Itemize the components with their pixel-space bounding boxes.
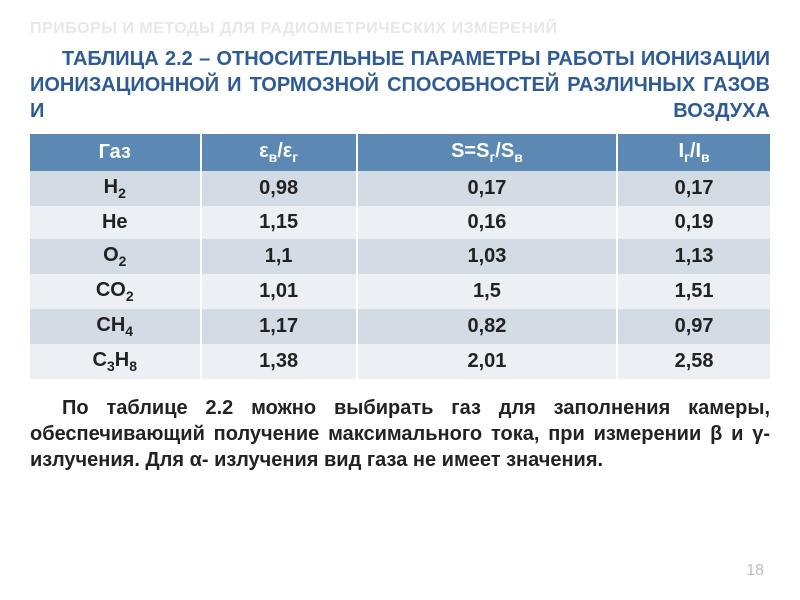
cell-eps: 0,98	[201, 171, 357, 206]
cell-gas: He	[30, 206, 201, 239]
table-row: H20,980,170,17	[30, 171, 770, 206]
cell-eps: 1,1	[201, 239, 357, 274]
cell-i: 1,13	[617, 239, 770, 274]
cell-gas: O2	[30, 239, 201, 274]
col-header-gas: Газ	[30, 134, 201, 171]
table-header-row: Газ εв/εг S=Sг/Sв Iг/Iв	[30, 134, 770, 171]
page-number: 18	[746, 562, 764, 580]
col-header-eps: εв/εг	[201, 134, 357, 171]
cell-s: 0,82	[357, 309, 617, 344]
watermark-text: ПРИБОРЫ И МЕТОДЫ ДЛЯ РАДИОМЕТРИЧЕСКИХ ИЗ…	[30, 20, 770, 38]
cell-gas: C3H8	[30, 344, 201, 379]
body-paragraph: По таблице 2.2 можно выбирать газ для за…	[30, 395, 770, 473]
table-row: CO21,011,51,51	[30, 274, 770, 309]
table-title: ТАБЛИЦА 2.2 – ОТНОСИТЕЛЬНЫЕ ПАРАМЕТРЫ РА…	[30, 46, 770, 124]
cell-i: 0,19	[617, 206, 770, 239]
cell-i: 1,51	[617, 274, 770, 309]
table-title-text: ТАБЛИЦА 2.2 – ОТНОСИТЕЛЬНЫЕ ПАРАМЕТРЫ РА…	[30, 48, 770, 122]
table-row: O21,11,031,13	[30, 239, 770, 274]
cell-eps: 1,17	[201, 309, 357, 344]
cell-eps: 1,15	[201, 206, 357, 239]
cell-s: 2,01	[357, 344, 617, 379]
table-body: H20,980,170,17He1,150,160,19O21,11,031,1…	[30, 171, 770, 379]
table-row: C3H81,382,012,58	[30, 344, 770, 379]
body-paragraph-text: По таблице 2.2 можно выбирать газ для за…	[30, 397, 770, 471]
cell-gas: CO2	[30, 274, 201, 309]
cell-s: 0,16	[357, 206, 617, 239]
data-table: Газ εв/εг S=Sг/Sв Iг/Iв H20,980,170,17He…	[30, 134, 770, 379]
table-row: He1,150,160,19	[30, 206, 770, 239]
cell-eps: 1,01	[201, 274, 357, 309]
cell-i: 0,97	[617, 309, 770, 344]
col-header-s: S=Sг/Sв	[357, 134, 617, 171]
cell-s: 1,5	[357, 274, 617, 309]
cell-gas: H2	[30, 171, 201, 206]
cell-gas: CH4	[30, 309, 201, 344]
cell-eps: 1,38	[201, 344, 357, 379]
cell-i: 0,17	[617, 171, 770, 206]
cell-s: 0,17	[357, 171, 617, 206]
table-row: CH41,170,820,97	[30, 309, 770, 344]
cell-i: 2,58	[617, 344, 770, 379]
cell-s: 1,03	[357, 239, 617, 274]
col-header-i: Iг/Iв	[617, 134, 770, 171]
